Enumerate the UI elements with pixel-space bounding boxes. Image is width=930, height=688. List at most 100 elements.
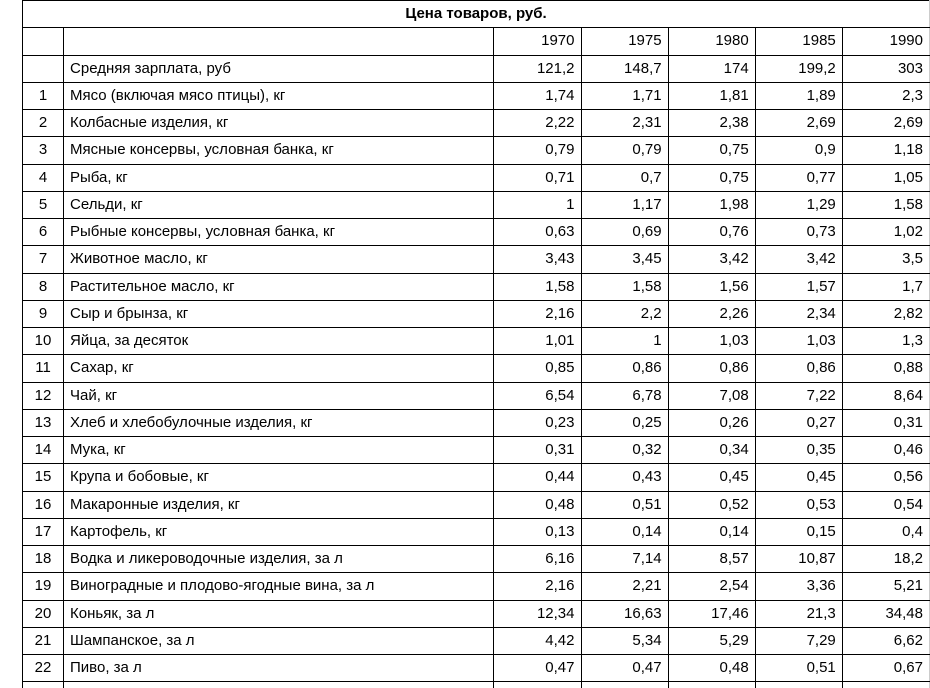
row-value: 0,76 [668, 219, 755, 246]
row-item: Сыр и брынза, кг [64, 300, 494, 327]
row-value: 1,71 [581, 82, 668, 109]
header-num [23, 28, 64, 55]
row-value: 2,2 [581, 300, 668, 327]
row-value: 0,86 [581, 355, 668, 382]
row-value: 6,54 [494, 382, 581, 409]
row-value: 1,56 [668, 273, 755, 300]
row-value: 2,34 [755, 300, 842, 327]
row-number: 18 [23, 546, 64, 573]
row-number: 5 [23, 191, 64, 218]
row-item: Картофель, кг [64, 518, 494, 545]
table-row: 14Мука, кг0,310,320,340,350,46 [0, 437, 930, 464]
row-value: 1,98 [668, 191, 755, 218]
row-value: 0,13 [494, 518, 581, 545]
years-row: 19701975198019851990 [0, 28, 930, 55]
row-value: 0,23 [494, 409, 581, 436]
row-number: 11 [23, 355, 64, 382]
row-value: 2,21 [581, 573, 668, 600]
row-value: 0,75 [668, 137, 755, 164]
row-value: 0,51 [581, 491, 668, 518]
row-value: 2,26 [668, 300, 755, 327]
row-value: 0,54 [842, 491, 929, 518]
row-value: 18,2 [842, 546, 929, 573]
table-row: 1Мясо (включая мясо птицы), кг1,741,711,… [0, 82, 930, 109]
row-item: Хлеб и хлебобулочные изделия, кг [64, 409, 494, 436]
title-row: Цена товаров, руб. [0, 1, 930, 28]
row-value: 1 [581, 328, 668, 355]
table-row: 5Сельди, кг11,171,981,291,58 [0, 191, 930, 218]
row-value: 1,58 [581, 273, 668, 300]
row-value: 303 [842, 55, 929, 82]
year-header: 1990 [842, 28, 929, 55]
row-value: 7,08 [668, 382, 755, 409]
row-value: 0,14 [581, 518, 668, 545]
row-number: 14 [23, 437, 64, 464]
row-value: 34,48 [842, 600, 929, 627]
row-value: 0,46 [842, 437, 929, 464]
row-value: 0,9 [755, 137, 842, 164]
row-value: 3,5 [842, 246, 929, 273]
row-value: 1,7 [842, 273, 929, 300]
row-value: 0,43 [581, 464, 668, 491]
row-number: 21 [23, 627, 64, 654]
row-item: Пиво, за л [64, 655, 494, 682]
row-value: 0,31 [494, 437, 581, 464]
row-value: 0,44 [494, 464, 581, 491]
table-row: 20Коньяк, за л12,3416,6317,4621,334,48 [0, 600, 930, 627]
row-value: 17,46 [668, 600, 755, 627]
row-item: Шампанское, за л [64, 627, 494, 654]
table-row: 11Сахар, кг0,850,860,860,860,88 [0, 355, 930, 382]
row-value: 2,38 [668, 110, 755, 137]
row-value: 1,74 [494, 82, 581, 109]
row-value: 0,56 [842, 464, 929, 491]
row-value: 1 [494, 191, 581, 218]
row-item: Макаронные изделия, кг [64, 491, 494, 518]
row-value: 0,79 [581, 137, 668, 164]
row-value: 3,43 [494, 246, 581, 273]
row-number: 12 [23, 382, 64, 409]
table-row: 3Мясные консервы, условная банка, кг0,79… [0, 137, 930, 164]
row-value: 0,85 [494, 355, 581, 382]
row-value: 174 [668, 55, 755, 82]
row-number: 8 [23, 273, 64, 300]
row-item: Животное масло, кг [64, 246, 494, 273]
row-item: Сельди, кг [64, 191, 494, 218]
row-number: 9 [23, 300, 64, 327]
row-value: 0,71 [494, 164, 581, 191]
row-value: 1,05 [842, 164, 929, 191]
row-value: 2,69 [755, 110, 842, 137]
row-item: Мясные консервы, условная банка, кг [64, 137, 494, 164]
row-value: 0,45 [755, 464, 842, 491]
row-value: 0,31 [842, 409, 929, 436]
row-item: Виноградные и плодово-ягодные вина, за л [64, 573, 494, 600]
tail-row [0, 682, 930, 688]
row-value: 0,14 [668, 518, 755, 545]
row-value: 5,21 [842, 573, 929, 600]
row-number: 19 [23, 573, 64, 600]
row-number [23, 55, 64, 82]
row-value: 2,54 [668, 573, 755, 600]
row-item: Крупа и бобовые, кг [64, 464, 494, 491]
row-value: 2,16 [494, 300, 581, 327]
row-item: Сахар, кг [64, 355, 494, 382]
row-value: 2,3 [842, 82, 929, 109]
row-value: 8,57 [668, 546, 755, 573]
row-number: 16 [23, 491, 64, 518]
row-number: 20 [23, 600, 64, 627]
row-value: 0,25 [581, 409, 668, 436]
table-row: 12Чай, кг6,546,787,087,228,64 [0, 382, 930, 409]
table-title: Цена товаров, руб. [23, 1, 930, 28]
row-value: 0,7 [581, 164, 668, 191]
row-number: 15 [23, 464, 64, 491]
table-row: 22Пиво, за л0,470,470,480,510,67 [0, 655, 930, 682]
price-table: Цена товаров, руб.19701975198019851990Ср… [0, 0, 930, 688]
row-number: 1 [23, 82, 64, 109]
row-value: 0,47 [494, 655, 581, 682]
row-value: 2,31 [581, 110, 668, 137]
row-value: 1,89 [755, 82, 842, 109]
row-value: 0,32 [581, 437, 668, 464]
year-header: 1975 [581, 28, 668, 55]
row-value: 4,42 [494, 627, 581, 654]
row-value: 0,15 [755, 518, 842, 545]
row-value: 0,45 [668, 464, 755, 491]
